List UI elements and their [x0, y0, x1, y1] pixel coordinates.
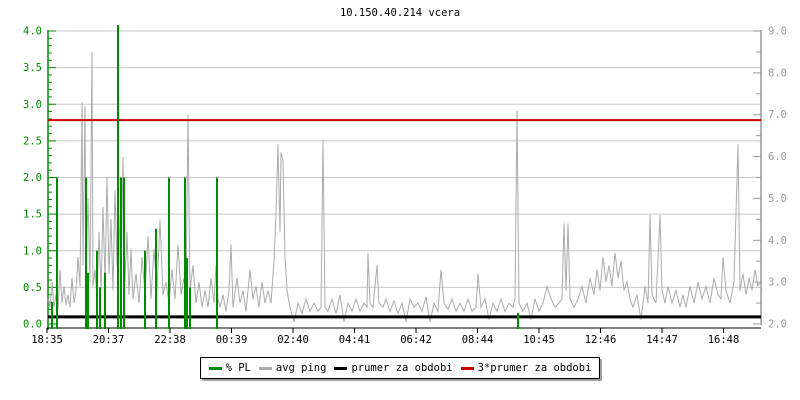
y-axis-left-label: 3.5: [23, 62, 42, 74]
packet-loss-bar: [96, 250, 98, 329]
packet-loss-bar: [144, 250, 146, 329]
packet-loss-bar: [517, 313, 519, 329]
legend-label: % PL: [225, 362, 251, 374]
legend-item: prumer za obdobi: [334, 362, 453, 374]
y-axis-left-label: 2.5: [23, 135, 42, 147]
packet-loss-bar: [117, 25, 119, 329]
legend-item: avg ping: [258, 362, 327, 374]
x-axis-label: 12:46: [585, 334, 617, 346]
y-axis-right-label: 5.0: [768, 193, 787, 205]
y-axis-right-label: 8.0: [768, 67, 787, 79]
chart-legend: % PL avg ping prumer za obdobi 3*prumer za …: [199, 357, 601, 379]
y-axis-right-label: 4.0: [768, 235, 787, 247]
chart-title: 10.150.40.214 vcera: [339, 7, 461, 19]
y-axis-left-label: 0.5: [23, 282, 42, 294]
packet-loss-bar: [85, 177, 87, 329]
packet-loss-bar: [120, 177, 122, 329]
legend-color-dash-icon: [334, 366, 348, 370]
x-axis-label: 00:39: [216, 334, 248, 346]
legend-color-dash-icon: [208, 366, 222, 370]
legend-label: 3*prumer za obdobi: [477, 362, 592, 374]
x-axis-label: 02:40: [277, 334, 309, 346]
x-axis-label: 06:42: [400, 334, 432, 346]
y-axis-right-label: 3.0: [768, 277, 787, 289]
y-axis-right-label: 2.0: [768, 319, 787, 331]
x-axis-label: 18:35: [31, 334, 63, 346]
x-axis-label: 14:47: [646, 334, 678, 346]
legend-item: 3*prumer za obdobi: [460, 362, 592, 374]
y-axis-left-label: 0.0: [23, 319, 42, 331]
packet-loss-bar: [189, 287, 191, 329]
packet-loss-bar: [155, 228, 157, 329]
x-axis-label: 20:37: [93, 334, 125, 346]
y-axis-right-label: 7.0: [768, 109, 787, 121]
packet-loss-bar: [87, 272, 89, 329]
chart-canvas: 0.0 0.5 1.0 1.5 2.0 2.5 3.0 3.5 4.0 2.0 3.0 4.0 5.0 6…: [23, 25, 787, 346]
packet-loss-bar: [123, 177, 125, 329]
packet-loss-bar: [184, 177, 186, 329]
packet-loss-bar: [56, 177, 58, 329]
packet-loss-bar: [216, 177, 218, 329]
y-axis-right-label: 9.0: [768, 26, 787, 38]
x-axis-label: 22:38: [154, 334, 186, 346]
y-axis-left-label: 4.0: [23, 26, 42, 38]
legend-color-dash-icon: [258, 366, 272, 370]
legend-label: avg ping: [275, 362, 327, 374]
x-axis-label: 08:44: [462, 334, 494, 346]
y-axis-left-label: 3.0: [23, 99, 42, 111]
packet-loss-bar: [99, 287, 101, 329]
packet-loss-bar: [104, 272, 106, 329]
packet-loss-bar: [51, 302, 53, 329]
y-axis-right-label: 6.0: [768, 151, 787, 163]
legend-color-dash-icon: [460, 366, 474, 370]
y-axis-left-label: 2.0: [23, 172, 42, 184]
y-axis-left-label: 1.5: [23, 209, 42, 221]
x-axis-label: 10:45: [523, 334, 555, 346]
legend-label: prumer za obdobi: [351, 362, 453, 374]
legend-item: % PL: [208, 362, 251, 374]
x-axis-label: 04:41: [339, 334, 371, 346]
x-axis-label: 16:48: [708, 334, 740, 346]
legend-wrap: % PL avg ping prumer za obdobi 3*prumer za …: [0, 357, 800, 379]
y-axis-left-label: 1.0: [23, 245, 42, 257]
packet-loss-bar: [168, 177, 170, 329]
packet-loss-bar: [186, 258, 188, 329]
